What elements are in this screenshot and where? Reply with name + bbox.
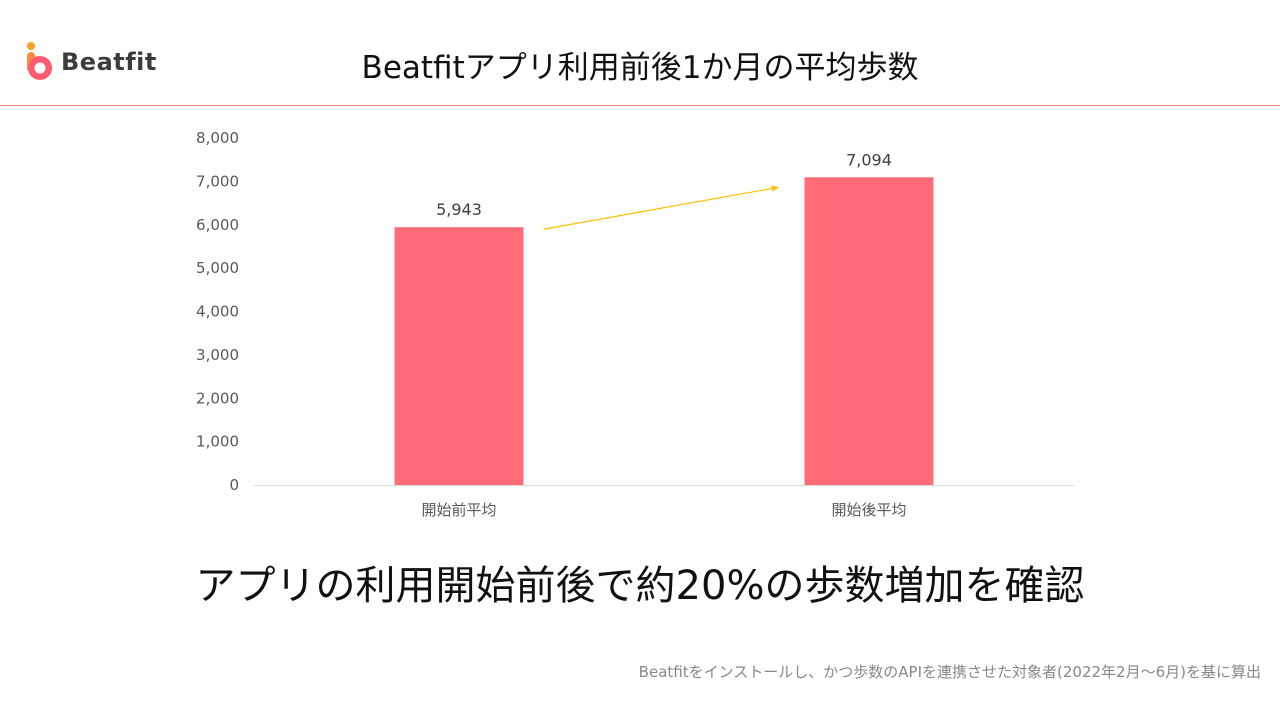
header: Beatfit Beatfitアプリ利用前後1か月の平均歩数 xyxy=(0,0,1280,106)
y-tick-label: 2,000 xyxy=(196,389,239,407)
page-title: Beatfitアプリ利用前後1か月の平均歩数 xyxy=(361,50,919,86)
footnote: Beatfitをインストールし、かつ歩数のAPIを連携させた対象者(2022年2… xyxy=(638,663,1261,681)
bars: 5,943 7,094 xyxy=(394,150,934,486)
bar-2 xyxy=(804,177,934,486)
bar-chart: 0 1,000 2,000 3,000 4,000 5,000 6,000 7,000 8,00… xyxy=(196,129,1074,519)
header-divider xyxy=(0,105,1280,106)
y-tick-label: 7,000 xyxy=(196,172,239,190)
y-axis: 0 1,000 2,000 3,000 4,000 5,000 6,000 7,000 8,00… xyxy=(196,129,239,494)
trend-arrow xyxy=(543,185,780,230)
data-label-2: 7,094 xyxy=(846,150,892,169)
y-tick-label: 6,000 xyxy=(196,216,239,234)
y-tick-label: 3,000 xyxy=(196,346,239,364)
y-tick-label: 4,000 xyxy=(196,303,239,321)
bar-1 xyxy=(394,227,524,485)
y-tick-label: 1,000 xyxy=(196,433,239,451)
y-tick-label: 0 xyxy=(229,476,239,494)
y-tick-label: 5,000 xyxy=(196,259,239,277)
x-tick-label-1: 開始前平均 xyxy=(421,501,496,519)
beatfit-logo: Beatfit xyxy=(25,41,157,83)
x-tick-label-2: 開始後平均 xyxy=(831,501,906,519)
headline: アプリの利用開始前後で約20%の歩数増加を確認 xyxy=(195,563,1085,609)
x-axis: 開始前平均 開始後平均 xyxy=(421,501,906,519)
data-label-1: 5,943 xyxy=(436,200,482,219)
logo-text: Beatfit xyxy=(61,48,157,76)
y-tick-label: 8,000 xyxy=(196,129,239,147)
beatfit-logo-icon xyxy=(25,41,55,83)
